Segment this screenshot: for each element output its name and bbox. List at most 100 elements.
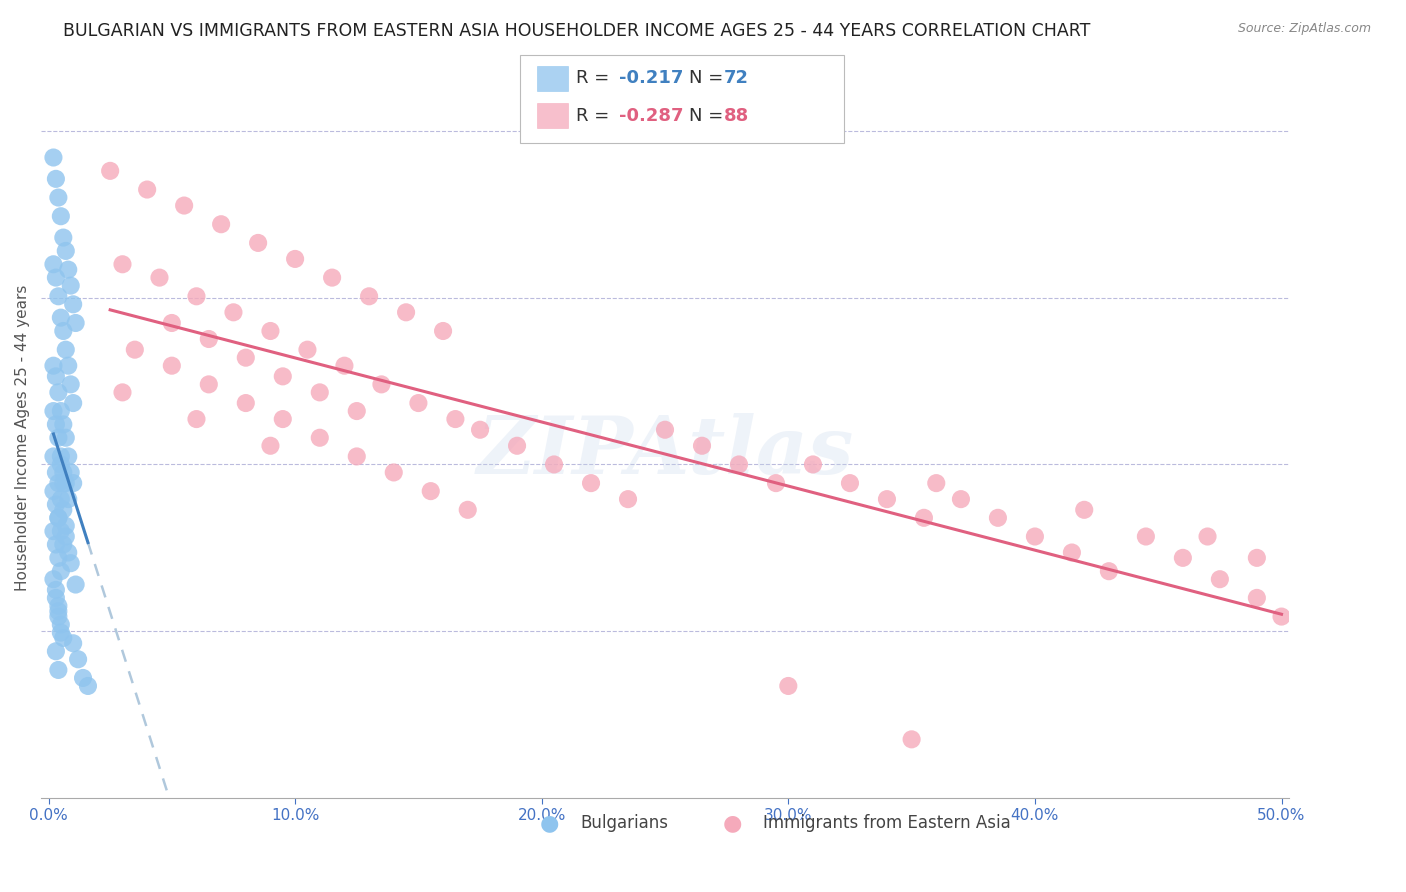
Point bbox=[49, 492, 72, 507]
Point bbox=[654, 423, 676, 437]
Point bbox=[346, 450, 368, 464]
Point bbox=[48, 511, 70, 525]
Point bbox=[839, 476, 862, 491]
Point bbox=[48, 663, 70, 677]
Point bbox=[52, 466, 75, 480]
Point bbox=[55, 518, 77, 533]
Point bbox=[45, 270, 67, 285]
Point bbox=[543, 458, 565, 472]
Point bbox=[59, 278, 82, 293]
Point bbox=[49, 404, 72, 418]
Point bbox=[370, 377, 392, 392]
Text: BULGARIAN VS IMMIGRANTS FROM EASTERN ASIA HOUSEHOLDER INCOME AGES 25 - 44 YEARS : BULGARIAN VS IMMIGRANTS FROM EASTERN ASI… bbox=[63, 22, 1091, 40]
Point bbox=[45, 172, 67, 186]
Point bbox=[1135, 529, 1157, 543]
Point bbox=[48, 609, 70, 624]
Text: N =: N = bbox=[689, 70, 728, 87]
Point bbox=[690, 439, 713, 453]
Point bbox=[876, 492, 898, 507]
Point bbox=[235, 396, 257, 410]
Point bbox=[506, 439, 529, 453]
Point bbox=[62, 297, 84, 311]
Point bbox=[247, 235, 270, 250]
Text: Source: ZipAtlas.com: Source: ZipAtlas.com bbox=[1237, 22, 1371, 36]
Point bbox=[222, 305, 245, 319]
Point bbox=[58, 262, 80, 277]
Text: N =: N = bbox=[689, 107, 728, 125]
Point bbox=[42, 484, 65, 499]
Point bbox=[271, 412, 294, 426]
Point bbox=[72, 671, 94, 685]
Point bbox=[912, 511, 935, 525]
Point bbox=[52, 503, 75, 517]
Point bbox=[925, 476, 948, 491]
Point bbox=[48, 550, 70, 565]
Point bbox=[42, 524, 65, 538]
Point bbox=[1209, 572, 1232, 586]
Point bbox=[52, 537, 75, 551]
Point bbox=[259, 439, 281, 453]
Point bbox=[48, 190, 70, 204]
Point bbox=[62, 636, 84, 650]
Point bbox=[45, 644, 67, 658]
Point bbox=[468, 423, 491, 437]
Point bbox=[457, 503, 479, 517]
Point bbox=[65, 577, 87, 591]
Point bbox=[1060, 545, 1083, 559]
Point bbox=[55, 431, 77, 445]
Point bbox=[235, 351, 257, 365]
Point bbox=[1024, 529, 1046, 543]
Point bbox=[59, 556, 82, 570]
Point bbox=[55, 244, 77, 258]
Point bbox=[1246, 550, 1268, 565]
Point bbox=[444, 412, 467, 426]
Point bbox=[186, 289, 208, 303]
Point bbox=[111, 257, 134, 271]
Point bbox=[49, 310, 72, 325]
Point bbox=[419, 484, 441, 499]
Text: R =: R = bbox=[576, 107, 616, 125]
Point bbox=[45, 582, 67, 597]
Point bbox=[765, 476, 787, 491]
Point bbox=[209, 217, 232, 231]
Point bbox=[259, 324, 281, 338]
Point bbox=[42, 151, 65, 165]
Point bbox=[65, 316, 87, 330]
Point bbox=[98, 164, 121, 178]
Text: 88: 88 bbox=[724, 107, 749, 125]
Point bbox=[52, 324, 75, 338]
Point bbox=[1197, 529, 1219, 543]
Point bbox=[148, 270, 170, 285]
Point bbox=[271, 369, 294, 384]
Point bbox=[77, 679, 100, 693]
Point bbox=[62, 476, 84, 491]
Point bbox=[617, 492, 640, 507]
Point bbox=[1073, 503, 1095, 517]
Point bbox=[42, 257, 65, 271]
Point bbox=[198, 332, 221, 346]
Point bbox=[55, 476, 77, 491]
Point bbox=[49, 458, 72, 472]
Point bbox=[48, 604, 70, 618]
Point bbox=[308, 385, 330, 400]
Point bbox=[45, 591, 67, 605]
Point bbox=[1171, 550, 1194, 565]
Point bbox=[42, 450, 65, 464]
Point bbox=[58, 359, 80, 373]
Point bbox=[987, 511, 1010, 525]
Point bbox=[1098, 564, 1121, 578]
Point bbox=[52, 230, 75, 244]
Point bbox=[408, 396, 430, 410]
Point bbox=[198, 377, 221, 392]
Point bbox=[58, 492, 80, 507]
Text: -0.287: -0.287 bbox=[619, 107, 683, 125]
Point bbox=[382, 466, 405, 480]
Point bbox=[67, 652, 90, 666]
Point bbox=[48, 511, 70, 525]
Point bbox=[801, 458, 824, 472]
Point bbox=[48, 599, 70, 613]
Point bbox=[136, 182, 159, 196]
Point bbox=[346, 404, 368, 418]
Point bbox=[111, 385, 134, 400]
Point bbox=[49, 209, 72, 223]
